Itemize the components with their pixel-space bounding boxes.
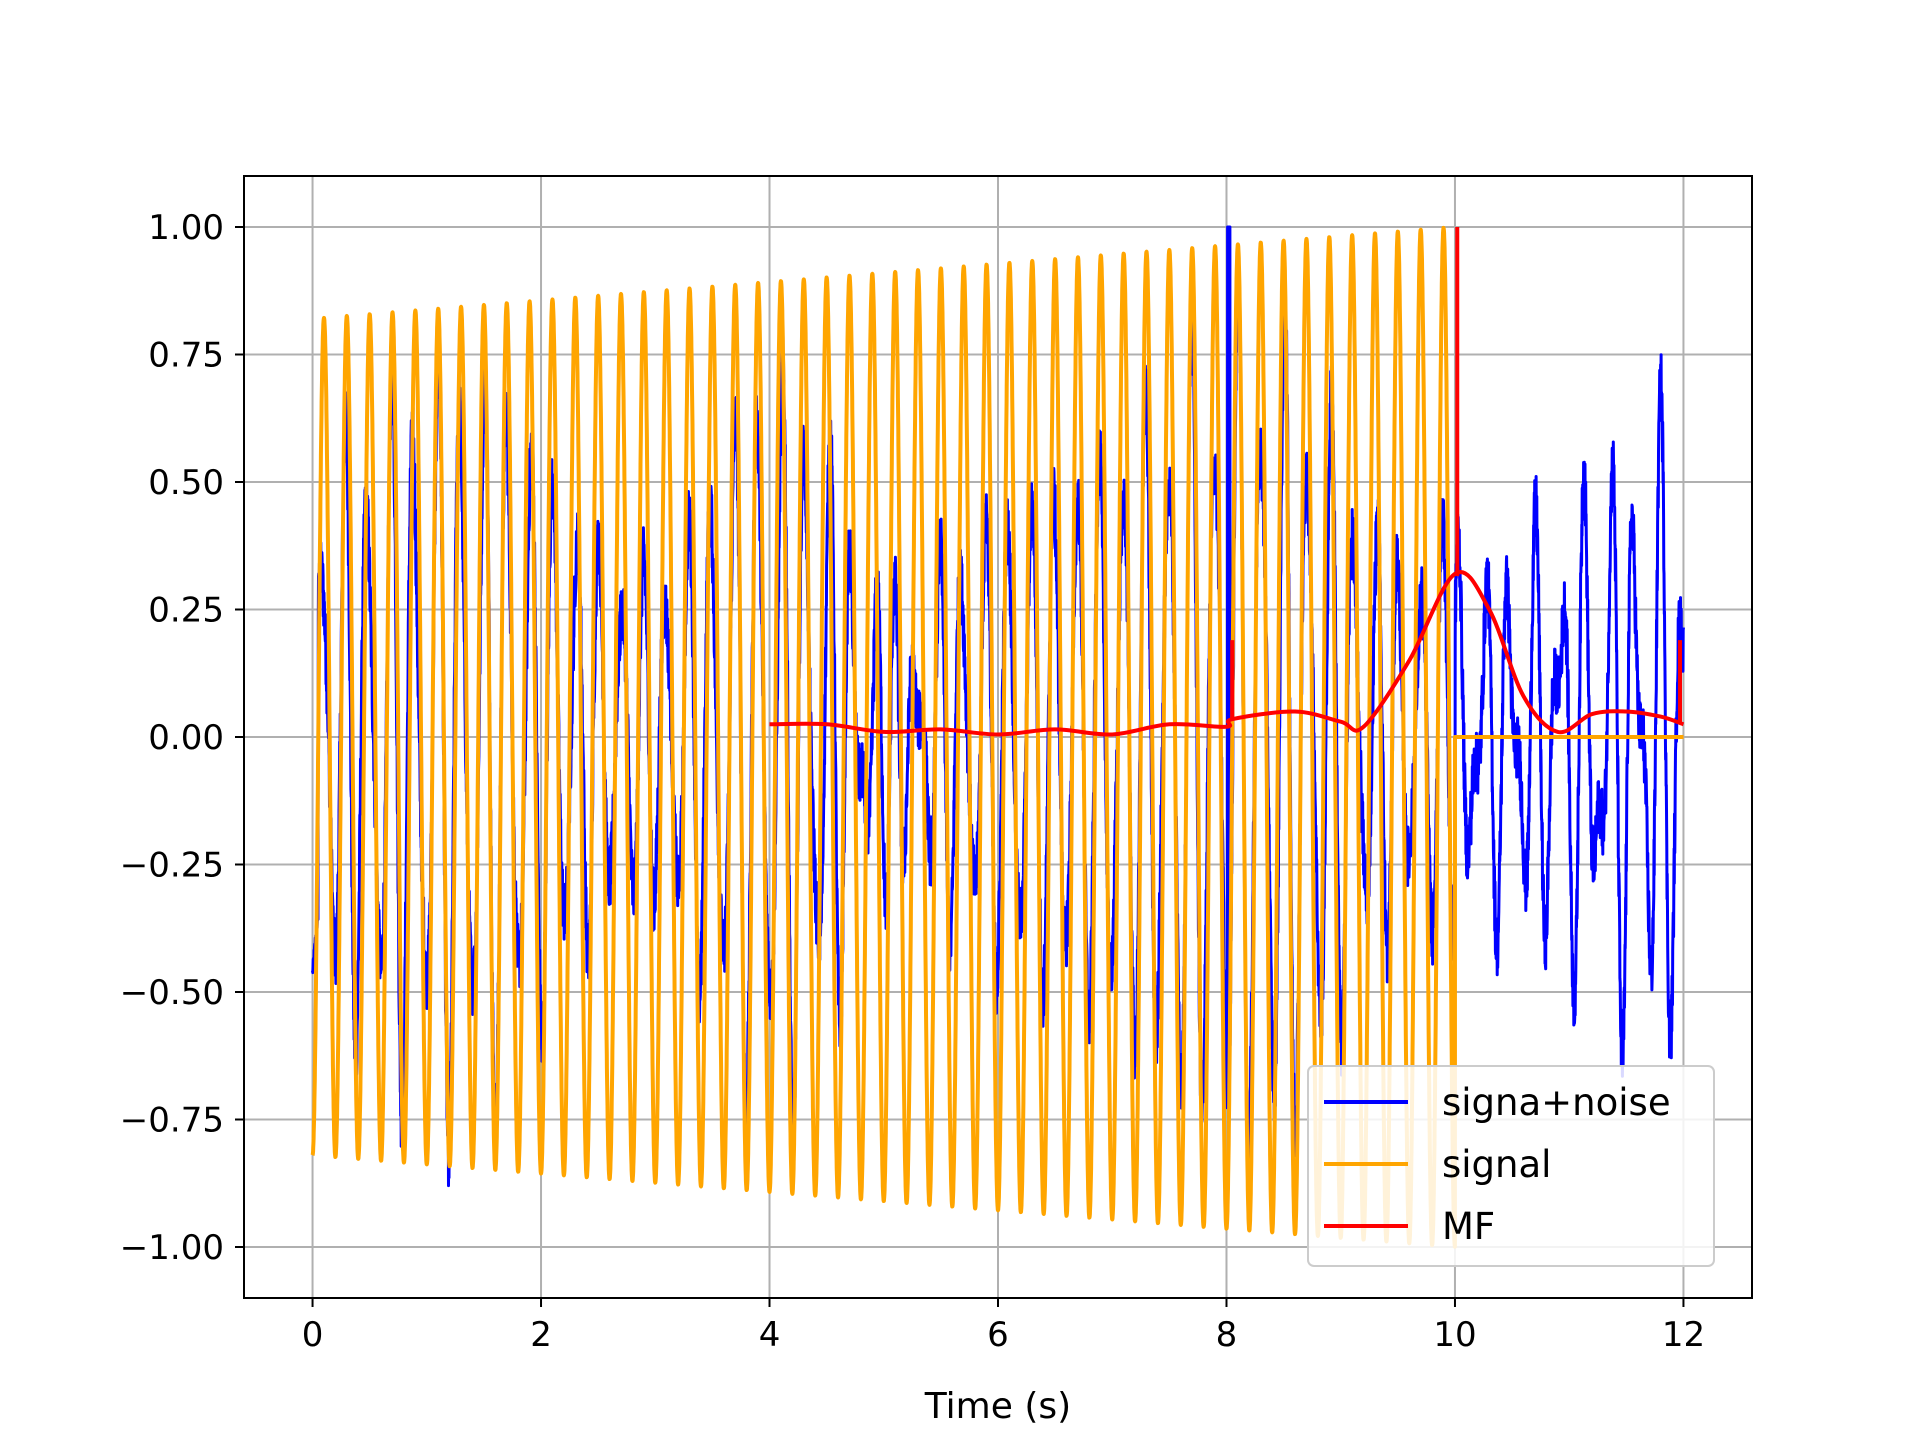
- y-tick-label: 1.00: [148, 208, 224, 248]
- series-signal-line: [310, 225, 1686, 1249]
- y-tick-label: 0.00: [148, 718, 224, 758]
- y-tick-label: −1.00: [120, 1228, 224, 1268]
- legend: signa+noise signal MF: [1307, 1065, 1715, 1267]
- y-tick-label: 0.75: [148, 336, 224, 376]
- x-tick-label: 4: [759, 1315, 781, 1355]
- x-tick-label: 10: [1433, 1315, 1476, 1355]
- x-tick-label: 12: [1662, 1315, 1705, 1355]
- legend-label: signal: [1442, 1143, 1551, 1186]
- y-tick-label: 0.50: [148, 463, 224, 503]
- y-tick-label: −0.50: [120, 973, 224, 1013]
- legend-label: signa+noise: [1442, 1081, 1671, 1124]
- x-axis-label: Time (s): [924, 1386, 1071, 1427]
- x-tick-label: 2: [530, 1315, 552, 1355]
- x-tick-label: 6: [987, 1315, 1009, 1355]
- y-tick-label: −0.75: [120, 1101, 224, 1141]
- y-tick-label: −0.25: [120, 846, 224, 886]
- legend-label: MF: [1442, 1205, 1495, 1248]
- ticks: 0 2 4 6 8 10 12 1.00 0.75 0.50 0.25 0.00 −0.25 −0.50 −…: [120, 208, 1705, 1355]
- series-mf-line: [769, 570, 1685, 737]
- x-tick-label: 8: [1216, 1315, 1238, 1355]
- legend-box: [1307, 1065, 1715, 1267]
- y-tick-label: 0.25: [148, 591, 224, 631]
- series-layer: [310, 225, 1686, 1249]
- x-tick-label: 0: [302, 1315, 324, 1355]
